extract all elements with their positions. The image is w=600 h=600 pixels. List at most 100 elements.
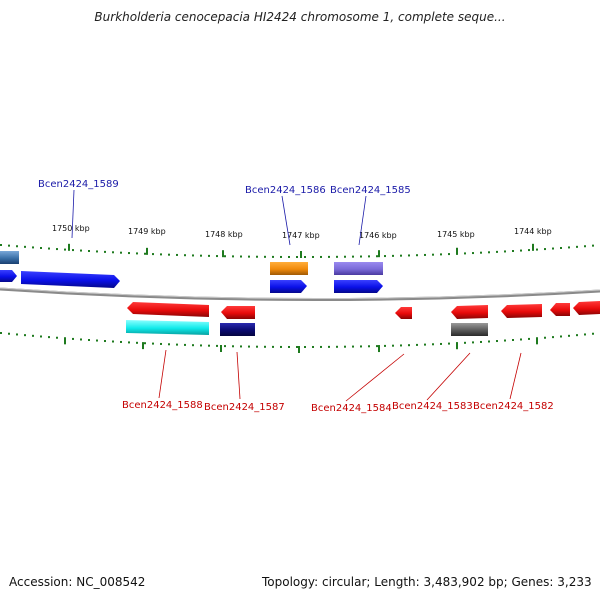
minor-tick [336, 345, 338, 348]
minor-tick [576, 334, 578, 337]
gene-feature[interactable] [573, 301, 600, 315]
minor-tick [248, 255, 250, 258]
gene-label[interactable]: Bcen2424_1589 [38, 179, 119, 190]
minor-tick [280, 255, 282, 258]
minor-tick [72, 249, 74, 252]
minor-tick [496, 250, 498, 253]
minor-tick [384, 344, 386, 347]
gene-label[interactable]: Bcen2424_1586 [245, 185, 326, 196]
gene-label[interactable]: Bcen2424_1583 [392, 401, 473, 412]
minor-tick [296, 345, 298, 348]
minor-tick [400, 344, 402, 347]
minor-tick [120, 251, 122, 254]
minor-tick [216, 255, 218, 258]
minor-tick [360, 345, 362, 348]
kbp-label: 1745 kbp [437, 230, 475, 239]
gene-feature[interactable] [501, 304, 542, 318]
gene-feature[interactable] [334, 280, 383, 293]
minor-tick [416, 254, 418, 257]
minor-tick [504, 339, 506, 342]
minor-tick [320, 255, 322, 258]
minor-tick [328, 255, 330, 258]
minor-tick [128, 341, 130, 344]
minor-tick [352, 345, 354, 348]
minor-tick [208, 254, 210, 257]
genome-summary-text: Topology: circular; Length: 3,483,902 bp… [262, 575, 592, 589]
gene-feature[interactable] [21, 271, 120, 288]
minor-tick [480, 340, 482, 343]
minor-tick [16, 245, 18, 248]
gene-label[interactable]: Bcen2424_1585 [330, 185, 411, 196]
minor-tick [304, 255, 306, 258]
minor-tick [432, 253, 434, 256]
minor-tick [152, 342, 154, 345]
minor-tick [280, 345, 282, 348]
minor-tick [376, 345, 378, 348]
minor-tick [344, 345, 346, 348]
gene-feature[interactable] [451, 323, 488, 336]
kbp-label: 1750 kbp [52, 224, 90, 233]
label-connectors-bottom [158, 349, 522, 402]
forward-strand-genes [0, 251, 383, 293]
major-tick [64, 337, 66, 345]
gene-feature[interactable] [395, 307, 412, 319]
minor-tick [144, 252, 146, 255]
gene-label[interactable]: Bcen2424_1587 [204, 402, 285, 413]
minor-tick [504, 250, 506, 253]
gene-label[interactable]: Bcen2424_1588 [122, 400, 203, 411]
minor-tick [536, 248, 538, 251]
major-tick [142, 342, 144, 350]
minor-tick [488, 340, 490, 343]
minor-tick [88, 339, 90, 342]
minor-tick [104, 340, 106, 343]
scale-ticks-outer [0, 243, 594, 258]
gene-label[interactable]: Bcen2424_1582 [473, 401, 554, 412]
gene-feature[interactable] [0, 270, 17, 282]
major-tick [378, 250, 380, 258]
minor-tick [496, 340, 498, 343]
minor-tick [0, 244, 2, 246]
gene-feature[interactable] [126, 320, 209, 335]
gene-feature[interactable] [221, 306, 255, 319]
gene-feature[interactable] [127, 302, 209, 317]
minor-tick [240, 255, 242, 258]
minor-tick [416, 343, 418, 346]
minor-tick [512, 339, 514, 342]
minor-tick [424, 253, 426, 256]
minor-tick [544, 248, 546, 251]
gene-feature[interactable] [334, 262, 383, 275]
major-tick [300, 251, 302, 258]
minor-tick [368, 255, 370, 258]
scale-labels: 1750 kbp 1749 kbp 1748 kbp 1747 kbp 1746… [52, 224, 552, 240]
minor-tick [328, 345, 330, 348]
gene-feature[interactable] [270, 262, 308, 275]
gene-feature[interactable] [550, 303, 570, 316]
gene-feature[interactable] [451, 305, 488, 319]
minor-tick [120, 340, 122, 343]
major-tick [378, 345, 380, 353]
minor-tick [304, 345, 306, 348]
minor-tick [168, 253, 170, 256]
major-tick [220, 345, 222, 353]
minor-tick [440, 342, 442, 345]
gene-label[interactable]: Bcen2424_1584 [311, 403, 392, 414]
minor-tick [568, 246, 570, 249]
minor-tick [472, 252, 474, 255]
minor-tick [464, 252, 466, 255]
major-tick [536, 337, 538, 345]
scale-ticks-inner [0, 332, 594, 353]
minor-tick [408, 344, 410, 347]
gene-feature[interactable] [220, 323, 255, 336]
minor-tick [184, 254, 186, 257]
gene-labels-bottom: Bcen2424_1588 Bcen2424_1587 Bcen2424_158… [122, 400, 554, 414]
minor-tick [0, 332, 2, 334]
minor-tick [344, 255, 346, 258]
minor-tick [176, 253, 178, 256]
reverse-strand-genes [126, 301, 600, 336]
gene-feature[interactable] [0, 251, 19, 264]
minor-tick [584, 245, 586, 248]
minor-tick [408, 254, 410, 257]
gene-feature[interactable] [270, 280, 307, 293]
